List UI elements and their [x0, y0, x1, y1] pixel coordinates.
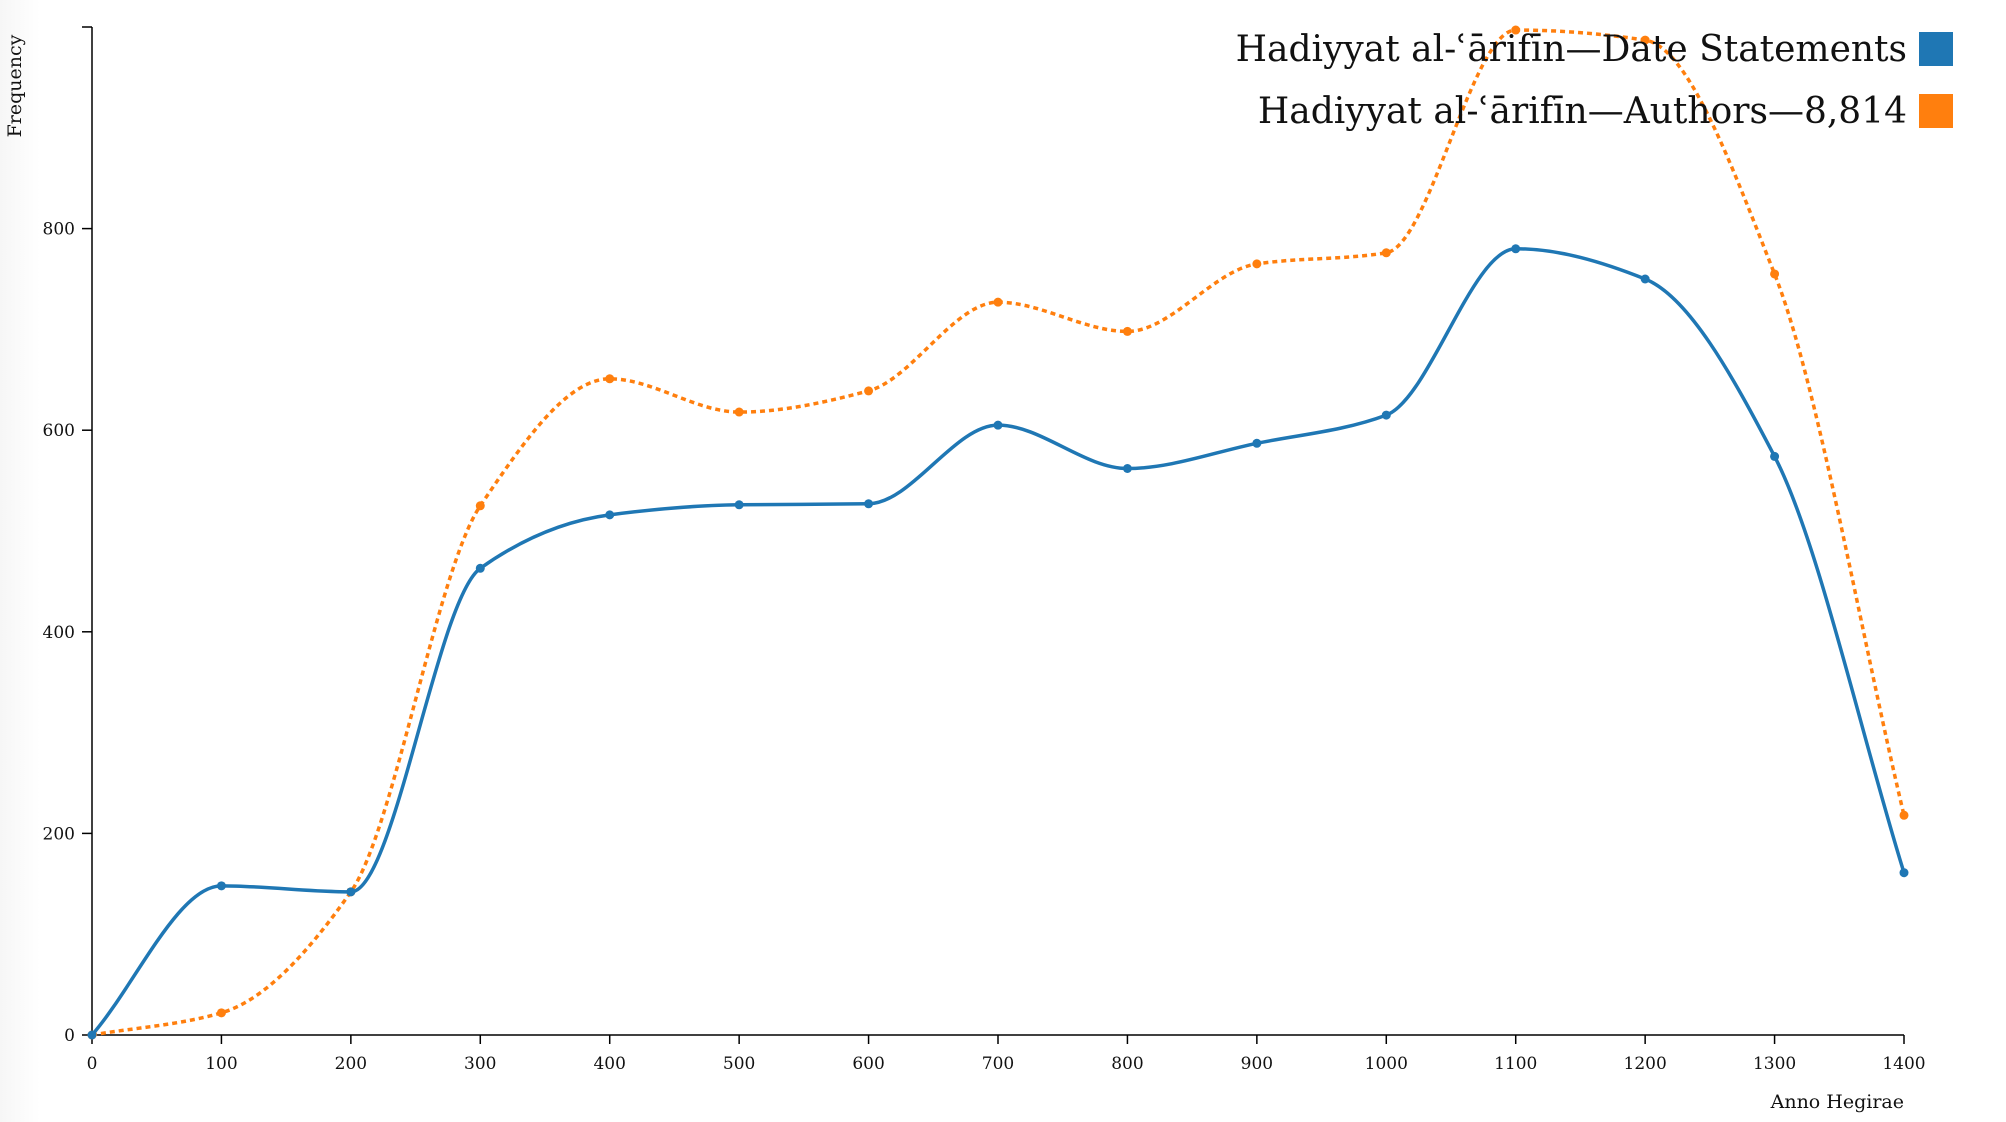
- legend-entry-authors: Hadiyyat al-ʿārifīn—Authors—8,814: [1258, 91, 1953, 132]
- data-point-authors: [1899, 810, 1909, 820]
- legend-label-date-statements: Hadiyyat al-ʿārifīn—Date Statements: [1236, 29, 1907, 70]
- data-point-date-statements: [605, 510, 615, 520]
- data-point-date-statements: [216, 881, 226, 891]
- data-point-authors: [993, 297, 1003, 307]
- x-tick-label: 700: [982, 1054, 1014, 1074]
- data-point-date-statements: [864, 499, 874, 509]
- x-tick-label: 300: [464, 1054, 496, 1074]
- x-axis-ticks: 0 100 200 300 400 500 600 700 800 900 1000 1100 1200…: [87, 1035, 1926, 1074]
- x-axis-title: Anno Hegirae: [1770, 1091, 1904, 1113]
- x-tick-label: 1400: [1882, 1054, 1925, 1074]
- data-point-date-statements: [1381, 410, 1391, 420]
- data-point-authors: [1511, 25, 1521, 35]
- data-point-date-statements: [1252, 438, 1262, 448]
- series-date-statements: [87, 244, 1909, 1040]
- data-point-date-statements: [1770, 451, 1780, 461]
- x-tick-label: 0: [87, 1054, 98, 1074]
- chart-legend: Hadiyyat al-ʿārifīn—Date Statements Hadi…: [1236, 29, 1953, 132]
- data-point-authors: [605, 374, 615, 384]
- data-point-date-statements: [475, 563, 485, 573]
- data-point-date-statements: [346, 887, 356, 897]
- x-tick-label: 800: [1111, 1054, 1143, 1074]
- chart-axes: 0 100 200 300 400 500 600 700 800 900 1000 1100 1200…: [43, 26, 1926, 1074]
- data-point-date-statements: [87, 1030, 97, 1040]
- data-point-date-statements: [1511, 244, 1521, 254]
- data-point-date-statements: [1122, 464, 1132, 474]
- x-tick-label: 200: [335, 1054, 367, 1074]
- y-tick-label: 400: [43, 623, 75, 643]
- series-line-authors: [91, 28, 1906, 1037]
- legend-swatch-date-statements: [1919, 32, 1953, 66]
- legend-label-authors: Hadiyyat al-ʿārifīn—Authors—8,814: [1258, 91, 1907, 132]
- data-point-date-statements: [1899, 868, 1909, 878]
- x-tick-label: 500: [723, 1054, 755, 1074]
- series-line-date-statements: [90, 247, 1906, 1037]
- legend-swatch-authors: [1919, 94, 1953, 128]
- data-point-date-statements: [1640, 274, 1650, 284]
- x-tick-label: 1200: [1624, 1054, 1667, 1074]
- y-axis-title: Frequency: [4, 34, 26, 137]
- data-point-authors: [475, 501, 485, 511]
- data-point-date-statements: [734, 500, 744, 510]
- y-tick-label: 600: [43, 421, 75, 441]
- data-point-authors: [1381, 248, 1391, 258]
- x-tick-label: 1100: [1494, 1054, 1537, 1074]
- x-tick-label: 100: [205, 1054, 237, 1074]
- data-point-authors: [1252, 259, 1262, 269]
- x-tick-label: 1300: [1753, 1054, 1796, 1074]
- page-edge-shade: [0, 0, 40, 1122]
- x-tick-label: 1000: [1365, 1054, 1408, 1074]
- data-point-authors: [1770, 269, 1780, 279]
- data-point-date-statements: [993, 420, 1003, 430]
- y-axis-ticks: 0 200 400 600 800: [43, 26, 92, 1046]
- data-point-authors: [1640, 35, 1650, 45]
- y-tick-label: 800: [43, 220, 75, 240]
- x-tick-label: 400: [593, 1054, 625, 1074]
- series-layer: [87, 25, 1909, 1040]
- x-tick-label: 900: [1241, 1054, 1273, 1074]
- legend-entry-date-statements: Hadiyyat al-ʿārifīn—Date Statements: [1236, 29, 1953, 70]
- x-tick-label: 600: [852, 1054, 884, 1074]
- data-point-authors: [864, 386, 874, 396]
- y-tick-label: 0: [64, 1026, 75, 1046]
- data-point-authors: [216, 1008, 226, 1018]
- data-point-authors: [734, 407, 744, 417]
- data-point-authors: [1122, 326, 1132, 336]
- y-tick-label: 200: [43, 824, 75, 844]
